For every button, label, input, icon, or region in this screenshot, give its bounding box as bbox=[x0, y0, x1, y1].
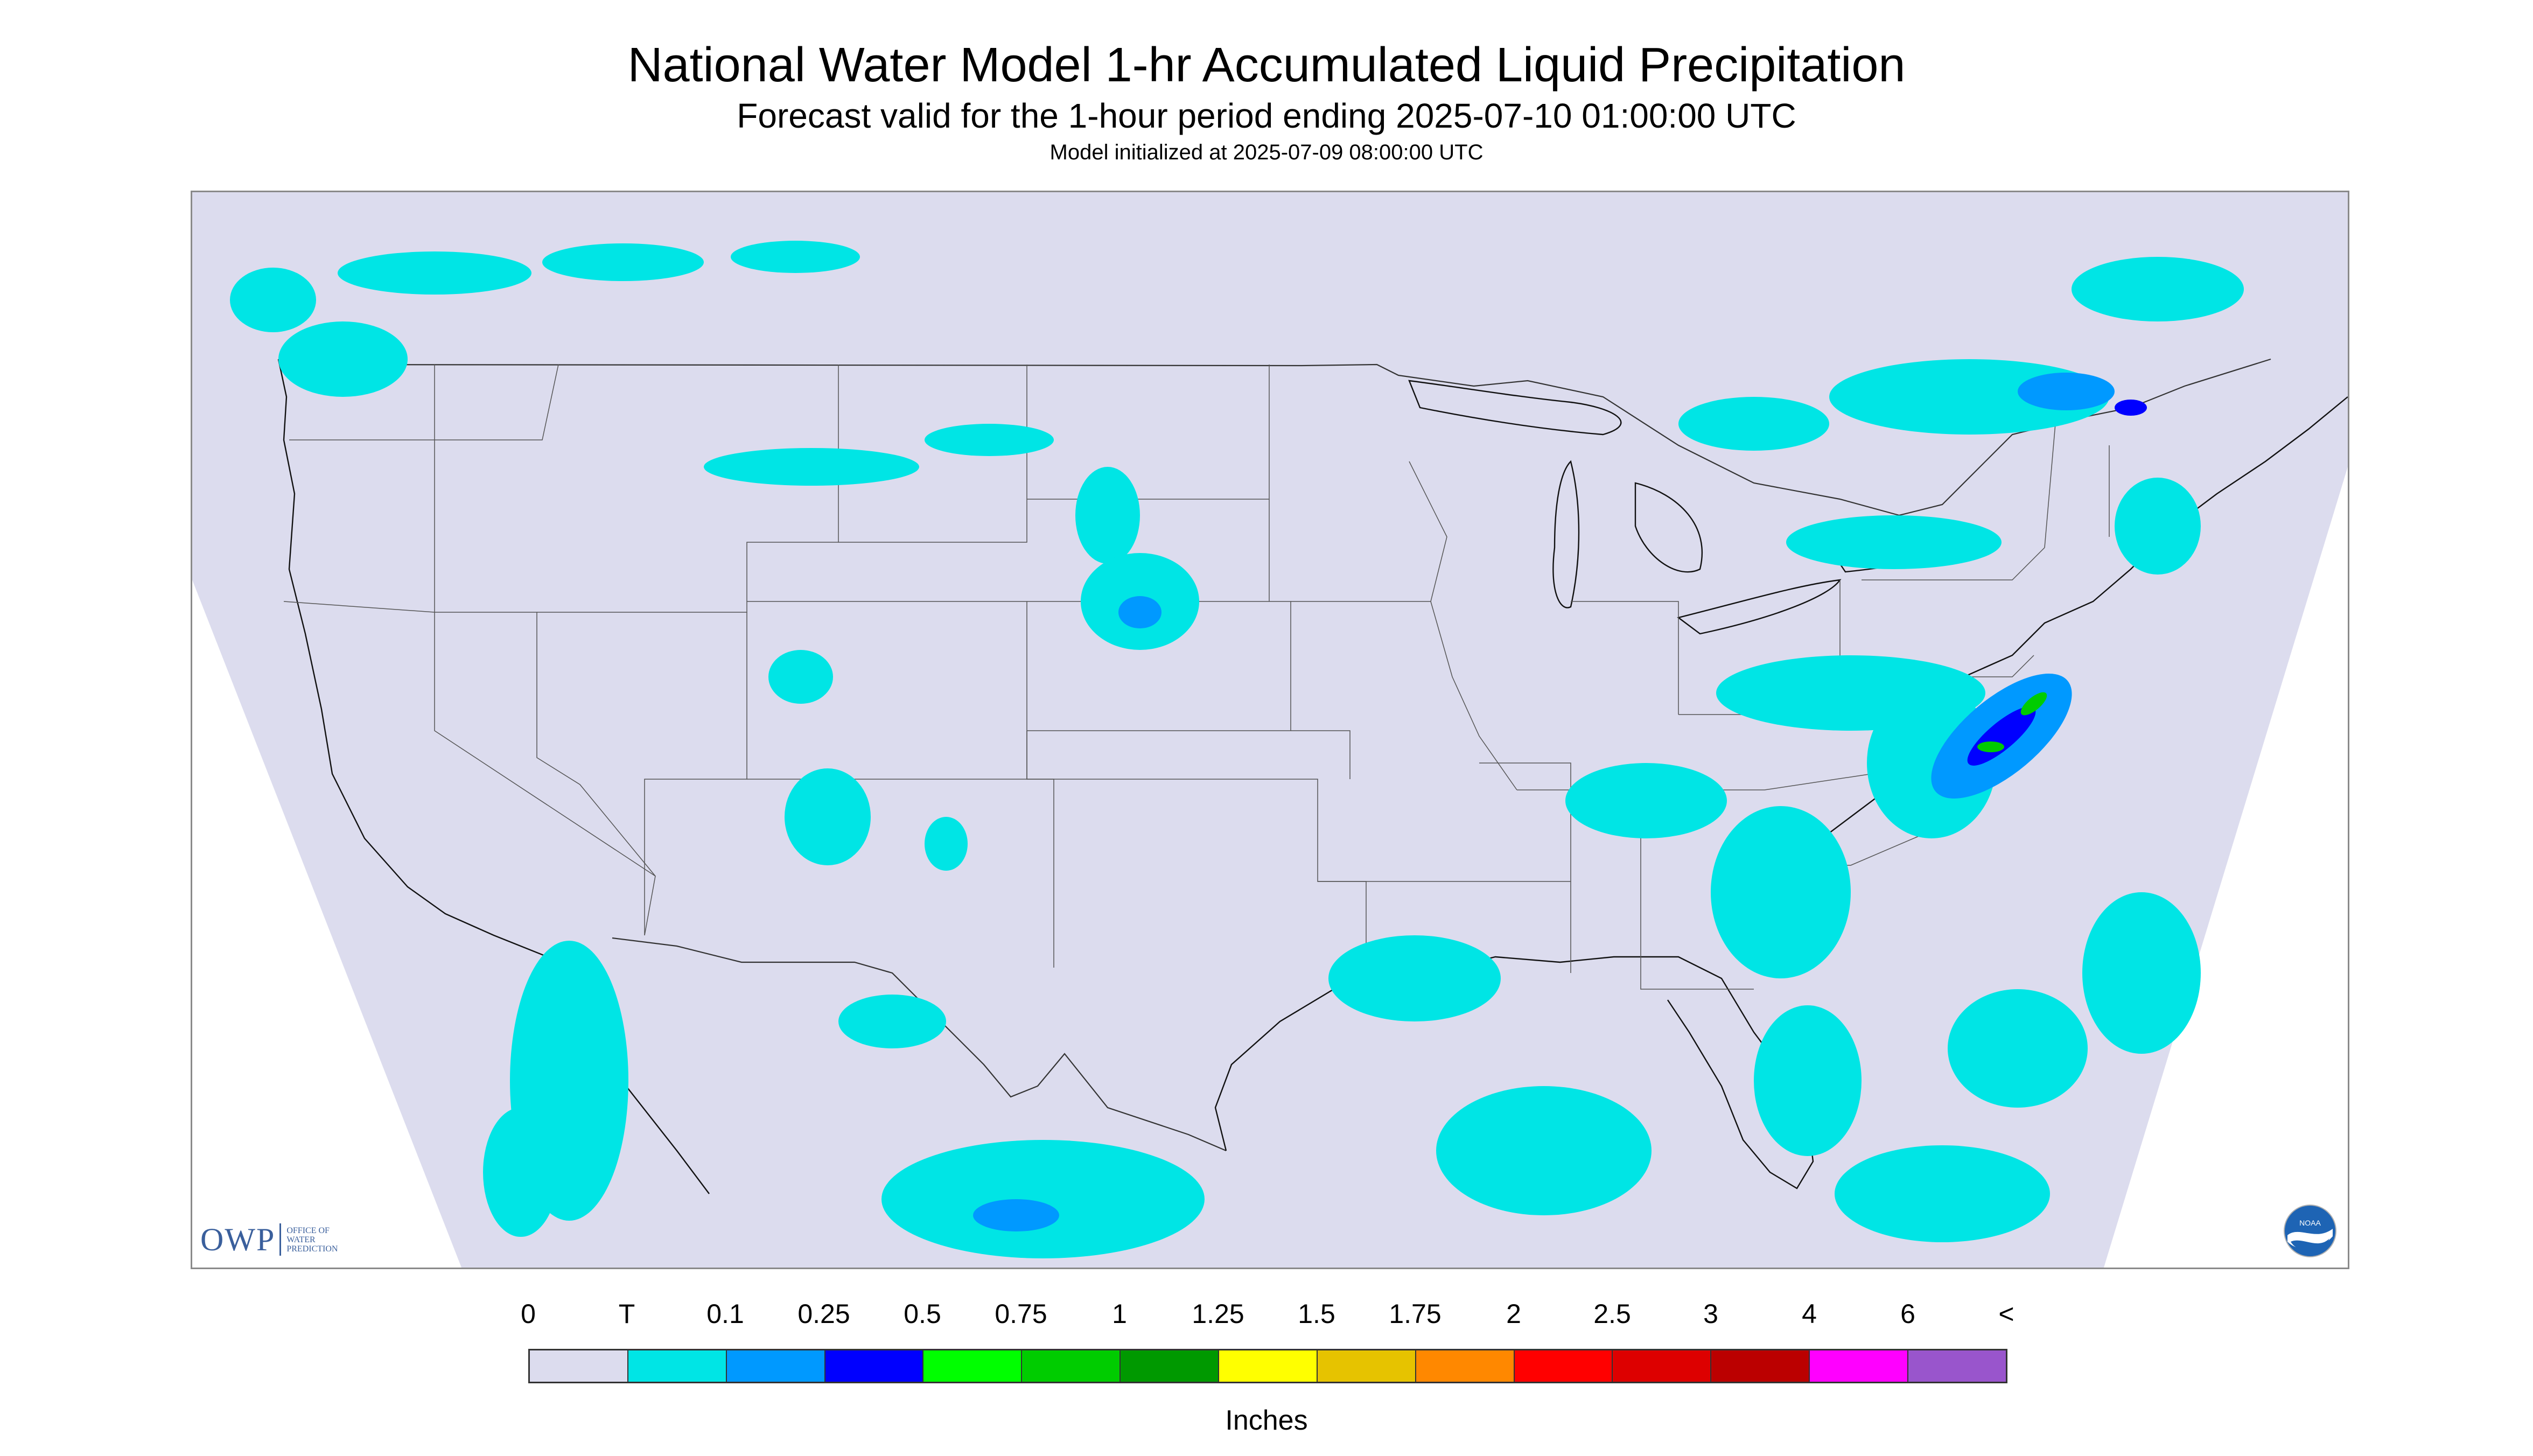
legend-swatch bbox=[1908, 1350, 2006, 1382]
map-title: National Water Model 1-hr Accumulated Li… bbox=[627, 38, 1906, 92]
legend-label: 0.25 bbox=[797, 1299, 850, 1329]
legend-swatch bbox=[923, 1350, 1023, 1382]
legend-colorbar bbox=[528, 1349, 2007, 1383]
legend-swatch bbox=[1219, 1350, 1318, 1382]
precipitation-map bbox=[191, 191, 2349, 1269]
legend-labels: 0 T 0.1 0.25 0.5 0.75 1 1.25 1.5 1.75 2 … bbox=[0, 1298, 2533, 1335]
legend-swatch bbox=[1121, 1350, 1220, 1382]
legend-swatch bbox=[825, 1350, 924, 1382]
legend-label: 1.25 bbox=[1192, 1299, 1244, 1329]
noaa-logo-text: NOAA bbox=[2299, 1219, 2321, 1227]
legend-label: 0.5 bbox=[904, 1299, 941, 1329]
lake-michigan bbox=[1552, 460, 1580, 608]
legend-label: 0 bbox=[521, 1299, 536, 1329]
legend-swatch bbox=[1613, 1350, 1712, 1382]
owp-separator bbox=[279, 1223, 282, 1256]
legend-swatch bbox=[1514, 1350, 1613, 1382]
precip-trace-cells bbox=[230, 241, 2244, 1258]
legend-label: 6 bbox=[1900, 1299, 1915, 1329]
legend-swatch bbox=[1022, 1350, 1121, 1382]
legend-label: 2.5 bbox=[1593, 1299, 1631, 1329]
owp-subtitle: OFFICE OF WATER PREDICTION bbox=[286, 1226, 362, 1254]
legend-units: Inches bbox=[1225, 1405, 1308, 1436]
legend-label: 2 bbox=[1506, 1299, 1521, 1329]
owp-line-1: OFFICE OF bbox=[286, 1226, 330, 1235]
legend-swatch bbox=[1810, 1350, 1909, 1382]
map-subtitle: Forecast valid for the 1-hour period end… bbox=[737, 96, 1796, 135]
model-init-time: Model initialized at 2025-07-09 08:00:00… bbox=[1049, 141, 1484, 164]
owp-line-3: PREDICTION bbox=[286, 1244, 338, 1254]
precip-very-heavy-cells bbox=[1977, 692, 2047, 752]
atlantic-coastline bbox=[1769, 396, 2348, 957]
legend-swatch bbox=[628, 1350, 727, 1382]
owp-logo: OWP OFFICE OF WATER PREDICTION bbox=[200, 1218, 362, 1261]
legend-label: 0.75 bbox=[995, 1299, 1047, 1329]
lake-huron bbox=[1634, 482, 1703, 573]
gulf-coastline bbox=[1214, 956, 1814, 1189]
map-canvas bbox=[192, 192, 2348, 1268]
noaa-logo-icon: NOAA bbox=[2284, 1205, 2336, 1257]
legend-label: 0.1 bbox=[706, 1299, 744, 1329]
legend-label: 1.5 bbox=[1298, 1299, 1335, 1329]
owp-mark: OWP bbox=[200, 1221, 276, 1257]
legend-label: < bbox=[1998, 1299, 2014, 1329]
legend-swatch bbox=[1317, 1350, 1416, 1382]
legend-swatch bbox=[1711, 1350, 1810, 1382]
owp-line-2: WATER bbox=[286, 1235, 316, 1244]
legend-label: 4 bbox=[1802, 1299, 1817, 1329]
legend-label: 1 bbox=[1112, 1299, 1127, 1329]
legend-swatch bbox=[1416, 1350, 1515, 1382]
legend-label: 1.75 bbox=[1389, 1299, 1442, 1329]
legend-label: T bbox=[618, 1299, 635, 1329]
lake-superior bbox=[1408, 380, 1622, 436]
legend-swatch bbox=[530, 1350, 628, 1382]
legend-swatch bbox=[726, 1350, 825, 1382]
legend-label: 3 bbox=[1703, 1299, 1718, 1329]
